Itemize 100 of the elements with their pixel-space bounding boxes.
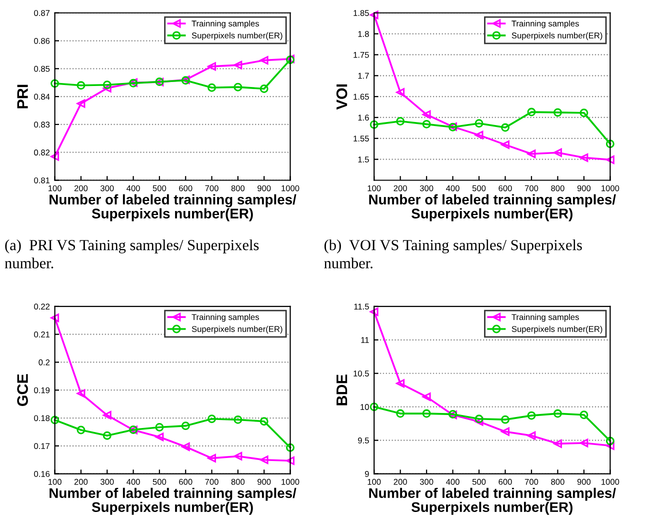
y-tick-label: 0.83 bbox=[34, 122, 50, 128]
x-tick-label: 100 bbox=[48, 185, 62, 192]
point bbox=[370, 402, 378, 412]
point bbox=[260, 56, 268, 65]
x-tick-label: 100 bbox=[368, 185, 381, 192]
x-tick-label: 800 bbox=[231, 185, 245, 192]
point bbox=[606, 436, 614, 446]
x-tick-label: 400 bbox=[446, 185, 460, 192]
point bbox=[501, 140, 510, 149]
point bbox=[474, 130, 484, 140]
x-tick-label: 300 bbox=[100, 185, 114, 192]
x-tick-label: 100 bbox=[368, 478, 381, 485]
x-tick-label: 200 bbox=[74, 478, 88, 485]
point bbox=[50, 152, 60, 161]
x-tick-label: 400 bbox=[126, 478, 140, 485]
x-tick-label: 200 bbox=[74, 185, 88, 192]
x-tick-label: 1000 bbox=[282, 185, 300, 192]
legend-label: Superpixels number(ER) bbox=[512, 326, 602, 334]
point bbox=[286, 443, 294, 452]
y-axis-title: VOI bbox=[336, 84, 348, 110]
y-tick-label: 0.21 bbox=[34, 332, 50, 338]
point bbox=[527, 150, 536, 158]
x-tick-label: 200 bbox=[394, 478, 407, 485]
point bbox=[234, 82, 242, 92]
legend-label: Superpixels number(ER) bbox=[192, 32, 282, 40]
x-tick-label: 500 bbox=[152, 185, 166, 192]
legend-label: Trainning samples bbox=[192, 20, 259, 28]
legend-label: Trainning samples bbox=[512, 314, 579, 322]
point bbox=[370, 120, 378, 129]
x-tick-label: 300 bbox=[420, 185, 434, 192]
y-tick-label: 0.86 bbox=[34, 38, 50, 44]
y-tick-label: 1.7 bbox=[358, 72, 369, 79]
x-tick-label: 800 bbox=[551, 478, 564, 485]
point bbox=[181, 442, 190, 451]
point bbox=[370, 10, 378, 20]
x-tick-label: 1000 bbox=[602, 478, 620, 485]
y-tick-label: 0.82 bbox=[34, 150, 50, 156]
legend-label: Trainning samples bbox=[512, 20, 579, 28]
x-tick-label: 700 bbox=[205, 185, 218, 192]
x-tick-label: 400 bbox=[446, 478, 460, 485]
y-tick-label: 0.87 bbox=[34, 10, 50, 16]
point bbox=[422, 110, 431, 119]
point bbox=[208, 414, 216, 424]
x-tick-label: 100 bbox=[48, 478, 62, 485]
point bbox=[580, 410, 588, 420]
x-tick-label: 700 bbox=[524, 185, 538, 192]
legend-label: Trainning samples bbox=[192, 314, 259, 322]
point bbox=[396, 409, 405, 418]
point bbox=[102, 410, 112, 420]
x-tick-label: 300 bbox=[420, 478, 434, 485]
point bbox=[260, 456, 268, 464]
x-tick-label: 200 bbox=[394, 185, 407, 192]
legend-label: Superpixels number(ER) bbox=[192, 326, 282, 334]
y-axis-title: BDE bbox=[336, 374, 348, 406]
x-tick-label: 800 bbox=[231, 478, 245, 485]
x-tick-label: 900 bbox=[258, 478, 271, 485]
point bbox=[527, 431, 536, 440]
point bbox=[76, 426, 86, 434]
point bbox=[181, 422, 190, 430]
point bbox=[474, 119, 484, 128]
point bbox=[260, 417, 268, 426]
y-tick-label: 0.2 bbox=[38, 359, 50, 366]
point bbox=[606, 156, 614, 164]
point bbox=[474, 417, 484, 426]
y-tick-label: 9.5 bbox=[358, 438, 369, 444]
point bbox=[396, 88, 405, 97]
point bbox=[606, 441, 614, 450]
y-tick-label: 1.65 bbox=[354, 94, 369, 100]
y-tick-label: 10.5 bbox=[354, 370, 369, 376]
y-tick-label: 0.17 bbox=[34, 443, 50, 450]
y-tick-label: 1.85 bbox=[354, 10, 369, 16]
point bbox=[50, 416, 60, 424]
point bbox=[580, 108, 588, 118]
point bbox=[422, 409, 431, 418]
point bbox=[501, 415, 510, 424]
x-axis-title: Number of labeled trainning samples/ Superpixels number(ER) bbox=[369, 488, 616, 515]
y-tick-label: 1.6 bbox=[358, 114, 369, 121]
point bbox=[396, 117, 405, 126]
x-tick-label: 600 bbox=[179, 478, 192, 485]
point bbox=[553, 409, 562, 418]
point bbox=[606, 140, 614, 148]
point bbox=[208, 454, 216, 462]
x-tick-label: 600 bbox=[179, 185, 192, 192]
x-axis-title: Number of labeled trainning samples/ Superpixels number(ER) bbox=[50, 488, 296, 515]
point bbox=[50, 79, 60, 88]
point bbox=[260, 84, 268, 93]
point bbox=[234, 452, 242, 460]
y-tick-label: 0.16 bbox=[34, 471, 50, 477]
text: (a) PRI VS Taining samples/ Superpixels number. bbox=[4, 239, 259, 268]
y-tick-label: 0.19 bbox=[34, 387, 50, 394]
point bbox=[501, 123, 510, 132]
x-tick-label: 900 bbox=[577, 478, 591, 485]
x-tick-label: 600 bbox=[498, 478, 512, 485]
x-tick-label: 500 bbox=[152, 478, 166, 485]
point bbox=[102, 431, 112, 440]
point bbox=[422, 120, 431, 128]
x-tick-label: 500 bbox=[472, 478, 486, 485]
y-axis-title: GCE bbox=[17, 374, 28, 406]
point bbox=[527, 108, 536, 116]
point bbox=[370, 308, 378, 316]
